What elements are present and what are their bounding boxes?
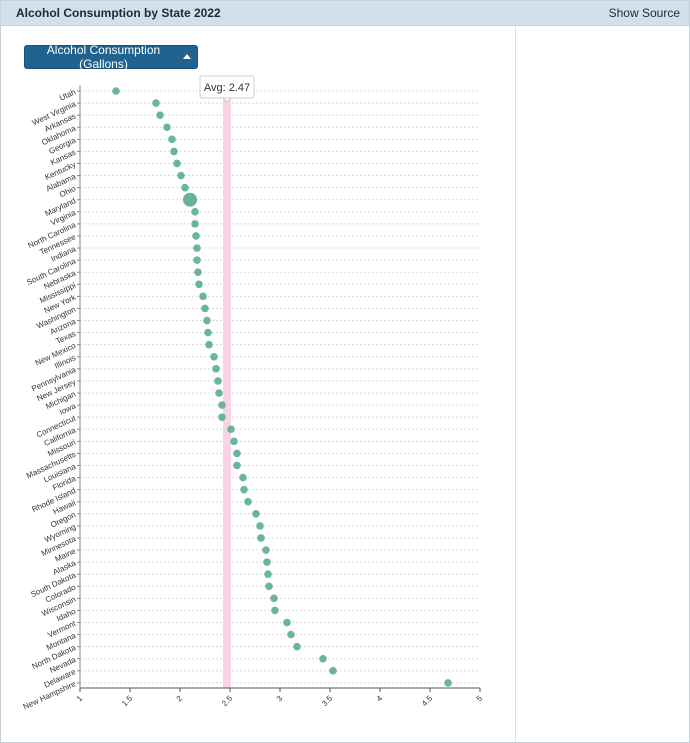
- data-point[interactable]: [233, 449, 241, 458]
- data-point[interactable]: [214, 377, 222, 385]
- data-point[interactable]: [177, 171, 185, 180]
- x-tick-label: 3.5: [320, 693, 335, 708]
- data-point[interactable]: [230, 437, 238, 446]
- x-tick-label: 2.5: [220, 693, 235, 708]
- data-point[interactable]: [212, 365, 220, 373]
- data-point-highlighted[interactable]: [183, 192, 197, 207]
- data-point[interactable]: [205, 340, 213, 349]
- data-point[interactable]: [283, 618, 291, 627]
- data-point[interactable]: [264, 570, 272, 578]
- card-header: Alcohol Consumption by State 2022 Show S…: [1, 1, 689, 26]
- data-point[interactable]: [181, 183, 189, 192]
- data-point[interactable]: [112, 87, 120, 95]
- x-tick-label: 1.5: [120, 693, 135, 708]
- data-point[interactable]: [156, 111, 164, 119]
- data-point[interactable]: [191, 208, 199, 216]
- data-point[interactable]: [319, 654, 327, 663]
- data-point[interactable]: [262, 546, 270, 554]
- x-tick-label: 4: [375, 693, 385, 703]
- data-point[interactable]: [193, 256, 201, 264]
- data-point[interactable]: [257, 534, 265, 542]
- data-point[interactable]: [244, 497, 252, 506]
- data-point[interactable]: [218, 401, 226, 409]
- side-panel-divider: [515, 26, 516, 742]
- data-point[interactable]: [215, 389, 223, 397]
- card-title: Alcohol Consumption by State 2022: [16, 6, 221, 20]
- state-label: Utah: [58, 87, 77, 102]
- data-point[interactable]: [173, 159, 181, 168]
- data-point[interactable]: [192, 232, 200, 240]
- x-tick-label: 1: [75, 693, 85, 703]
- metric-dropdown-button[interactable]: Alcohol Consumption (Gallons): [24, 43, 198, 71]
- metric-dropdown-label: Alcohol Consumption (Gallons): [46, 43, 161, 71]
- average-band: [223, 85, 231, 688]
- data-point[interactable]: [329, 667, 337, 675]
- data-point[interactable]: [233, 461, 241, 470]
- x-tick-label: 2: [175, 693, 185, 703]
- data-point[interactable]: [270, 594, 278, 603]
- data-point[interactable]: [263, 558, 271, 566]
- data-point[interactable]: [191, 220, 199, 228]
- data-point[interactable]: [168, 135, 176, 144]
- data-point[interactable]: [195, 280, 203, 289]
- x-tick-label: 3: [275, 693, 285, 703]
- data-point[interactable]: [256, 522, 264, 530]
- data-point[interactable]: [201, 304, 209, 313]
- data-point[interactable]: [240, 485, 248, 494]
- data-point[interactable]: [218, 413, 226, 421]
- data-point[interactable]: [199, 292, 207, 301]
- show-source-link[interactable]: Show Source: [608, 6, 680, 20]
- x-tick-label: 5: [475, 693, 485, 703]
- data-point[interactable]: [152, 99, 160, 107]
- data-point[interactable]: [265, 582, 273, 591]
- x-tick-label: 4.5: [420, 693, 435, 708]
- average-label: Avg: 2.47: [204, 82, 250, 94]
- caret-up-icon: [183, 54, 191, 59]
- data-point[interactable]: [203, 316, 211, 325]
- data-point[interactable]: [193, 244, 201, 252]
- data-point[interactable]: [163, 123, 171, 132]
- data-point[interactable]: [444, 679, 452, 687]
- data-point[interactable]: [194, 268, 202, 277]
- data-point[interactable]: [271, 606, 279, 615]
- average-label-pointer: [221, 97, 233, 103]
- data-point[interactable]: [239, 473, 247, 482]
- data-point[interactable]: [227, 425, 235, 434]
- data-point[interactable]: [210, 352, 218, 361]
- data-point[interactable]: [170, 147, 178, 156]
- data-point[interactable]: [293, 642, 301, 651]
- data-point[interactable]: [287, 630, 295, 639]
- data-point[interactable]: [204, 328, 212, 337]
- data-point[interactable]: [252, 510, 260, 518]
